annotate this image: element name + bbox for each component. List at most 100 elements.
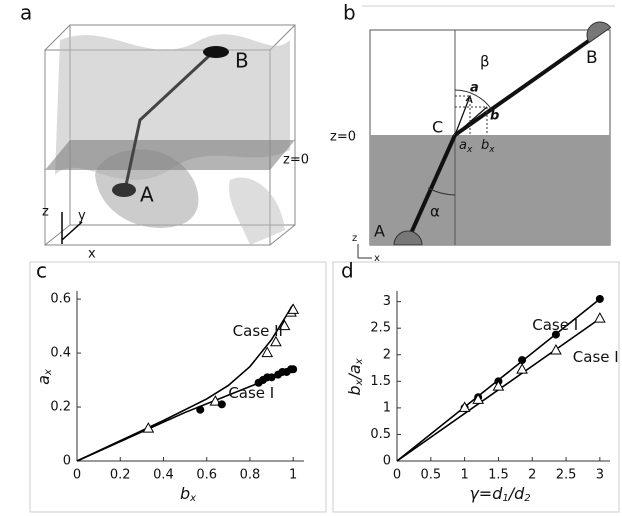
axis-label-part: /a bbox=[345, 364, 364, 381]
rod bbox=[406, 134, 457, 241]
point bbox=[595, 294, 604, 303]
axes-icon bbox=[357, 244, 372, 259]
point bbox=[518, 356, 527, 365]
x-tick-label: 1 bbox=[289, 468, 297, 483]
y-tick-label: 2 bbox=[383, 347, 391, 362]
axis-label-part: /d bbox=[507, 484, 525, 503]
label: y bbox=[78, 209, 86, 224]
label: α bbox=[430, 203, 440, 221]
label: A bbox=[374, 222, 385, 241]
end-b bbox=[586, 21, 612, 44]
axes-icon bbox=[61, 212, 83, 244]
y-tick-label: 0.5 bbox=[370, 427, 391, 442]
x-tick-label: 2.5 bbox=[556, 468, 577, 483]
y-axis-label: ax bbox=[34, 369, 55, 385]
panel-label: d bbox=[341, 259, 354, 283]
y-axis-label: bx/ax bbox=[345, 358, 366, 395]
label: A bbox=[140, 183, 154, 207]
point bbox=[458, 401, 471, 412]
x-tick-label: 1 bbox=[460, 468, 468, 483]
x-tick-label: 3 bbox=[596, 468, 604, 483]
point bbox=[550, 343, 562, 355]
panel-label: a bbox=[20, 1, 32, 25]
point bbox=[142, 422, 155, 433]
angle-arc bbox=[454, 89, 493, 111]
point bbox=[217, 400, 226, 409]
point bbox=[551, 330, 560, 339]
panel-a: a B A z=0 z y x bbox=[20, 1, 309, 262]
x-tick-label: 0.6 bbox=[196, 468, 217, 483]
surface bbox=[229, 177, 285, 245]
axis-label-part: γ=d bbox=[469, 484, 503, 503]
label: b bbox=[481, 138, 489, 153]
label: bx bbox=[481, 138, 495, 155]
axis-label-part: x bbox=[189, 493, 196, 504]
point bbox=[270, 335, 282, 347]
label: x bbox=[466, 145, 473, 155]
y-tick-label: 0 bbox=[383, 454, 391, 469]
annotation: Case I bbox=[573, 348, 619, 366]
y-tick-label: 1 bbox=[383, 400, 391, 415]
point bbox=[261, 346, 274, 358]
x-tick-label: 0.8 bbox=[240, 468, 261, 483]
x-axis-label: γ=d1/d2 bbox=[469, 484, 530, 505]
y-tick-label: 2.5 bbox=[370, 321, 391, 336]
point bbox=[594, 312, 606, 323]
axis-label-part: a bbox=[34, 375, 53, 385]
fit-line bbox=[76, 304, 294, 462]
chart: 0 0.5 1 1.5 2 2.5 3 0 0.5 1 1.5 2 2.5 3 γ=d1/d2 bx/ax Ca… bbox=[345, 291, 619, 504]
point bbox=[287, 303, 300, 314]
y-tick-label: 1.5 bbox=[370, 374, 391, 389]
point bbox=[209, 395, 222, 406]
axis-label-part: x bbox=[354, 379, 365, 386]
panel-b: b B C A z=0 β α a b ax bx z x bbox=[330, 1, 615, 264]
label: C bbox=[432, 118, 443, 137]
annotation: Case I bbox=[532, 316, 578, 334]
label: β bbox=[480, 53, 490, 71]
label: z bbox=[42, 205, 49, 220]
y-tick-label: 3 bbox=[383, 294, 391, 309]
x-tick-label: 0.5 bbox=[420, 468, 441, 483]
box-edges bbox=[44, 24, 296, 246]
label: a bbox=[459, 138, 467, 153]
angle-arc bbox=[427, 187, 456, 196]
axis-label-part: x bbox=[43, 369, 54, 376]
end-a bbox=[393, 230, 423, 246]
rod bbox=[453, 33, 599, 137]
point bbox=[289, 365, 298, 374]
label: x bbox=[88, 247, 96, 262]
y-tick-label: 0.2 bbox=[50, 400, 71, 415]
end-a bbox=[112, 183, 136, 197]
label: B bbox=[235, 49, 249, 73]
point bbox=[267, 373, 276, 382]
y-tick-label: 0.4 bbox=[50, 346, 71, 361]
axis-label-part: 2 bbox=[524, 493, 530, 504]
x-tick-label: 1.5 bbox=[488, 468, 509, 483]
point bbox=[278, 319, 291, 331]
axis-label-part: b bbox=[345, 385, 364, 395]
x-tick-label: 0 bbox=[73, 468, 81, 483]
rod bbox=[123, 53, 212, 191]
point bbox=[516, 363, 528, 374]
arrow-b bbox=[454, 106, 488, 136]
point bbox=[472, 393, 484, 404]
label: z bbox=[352, 233, 357, 244]
panel-label: b bbox=[343, 1, 356, 25]
x-tick-label: 0.2 bbox=[110, 468, 131, 483]
x-tick-label: 2 bbox=[528, 468, 536, 483]
panel-frame bbox=[29, 261, 327, 513]
label: b bbox=[490, 109, 499, 124]
y-tick-label: 0.6 bbox=[50, 292, 71, 307]
y-tick-label: 0 bbox=[63, 454, 71, 469]
annotation: Case II bbox=[233, 322, 283, 340]
projection bbox=[455, 95, 488, 135]
x-axis-label: bx bbox=[180, 484, 196, 505]
label: x bbox=[374, 253, 380, 264]
plane-z0 bbox=[45, 140, 295, 170]
x-tick-label: 0.4 bbox=[153, 468, 174, 483]
x-tick-label: 0 bbox=[393, 468, 401, 483]
label: x bbox=[488, 145, 495, 155]
label: z=0 bbox=[330, 130, 356, 145]
